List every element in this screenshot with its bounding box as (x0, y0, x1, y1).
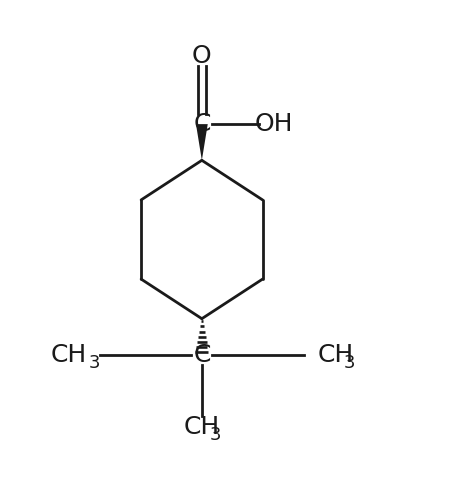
Polygon shape (196, 124, 208, 160)
Text: 3: 3 (344, 354, 355, 372)
Text: 3: 3 (210, 426, 221, 445)
Text: 3: 3 (88, 354, 100, 372)
Text: OH: OH (255, 112, 294, 136)
Text: C: C (193, 112, 211, 136)
Text: C: C (193, 343, 211, 367)
Text: O: O (192, 44, 212, 68)
Text: CH: CH (317, 343, 354, 367)
Text: CH: CH (184, 415, 220, 439)
Text: CH: CH (50, 343, 87, 367)
